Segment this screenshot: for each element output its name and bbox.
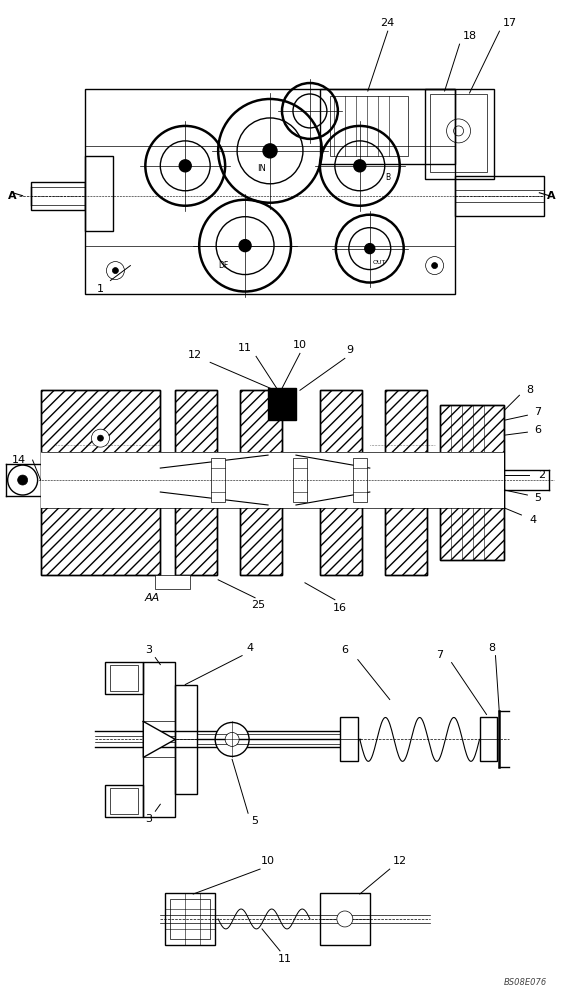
Text: 8: 8 <box>526 385 533 395</box>
Bar <box>111 788 138 814</box>
Bar <box>340 717 358 761</box>
Bar <box>330 96 408 156</box>
Bar <box>320 89 455 164</box>
Bar <box>170 899 210 939</box>
Bar <box>385 390 426 575</box>
Text: 2: 2 <box>538 470 545 480</box>
Circle shape <box>225 732 239 746</box>
Circle shape <box>354 160 366 172</box>
Text: 16: 16 <box>333 603 347 613</box>
Text: OUT: OUT <box>373 260 386 265</box>
Bar <box>111 665 138 691</box>
Text: 4: 4 <box>246 643 254 653</box>
Text: BS08E076: BS08E076 <box>504 978 547 987</box>
Text: 10: 10 <box>293 340 307 350</box>
Bar <box>41 390 160 575</box>
Bar <box>41 452 504 508</box>
Text: 3: 3 <box>145 814 152 824</box>
Bar <box>240 390 282 575</box>
Text: 6: 6 <box>341 645 349 655</box>
Text: 11: 11 <box>238 343 252 353</box>
Text: 17: 17 <box>503 18 517 28</box>
Text: 12: 12 <box>393 856 407 866</box>
Bar <box>175 390 217 575</box>
Text: 24: 24 <box>381 18 395 28</box>
Text: 10: 10 <box>261 856 275 866</box>
Bar <box>430 94 487 172</box>
Circle shape <box>112 268 118 274</box>
Text: 7: 7 <box>436 650 443 660</box>
Circle shape <box>98 435 103 441</box>
Bar <box>105 662 143 694</box>
Bar <box>175 390 217 575</box>
Text: 7: 7 <box>534 407 541 417</box>
Text: 9: 9 <box>346 345 354 355</box>
Bar <box>30 182 86 210</box>
Circle shape <box>337 911 353 927</box>
Circle shape <box>179 160 191 172</box>
Text: 1: 1 <box>97 284 104 294</box>
Bar <box>86 89 455 294</box>
Bar <box>320 390 362 575</box>
Bar <box>41 390 160 575</box>
Circle shape <box>431 263 438 269</box>
Bar <box>320 390 362 575</box>
Bar <box>439 405 504 560</box>
Bar <box>175 685 197 794</box>
Circle shape <box>8 465 38 495</box>
Polygon shape <box>143 721 175 757</box>
Text: 5: 5 <box>534 493 541 503</box>
Text: 18: 18 <box>462 31 477 41</box>
Bar <box>479 717 497 761</box>
Text: 12: 12 <box>188 350 202 360</box>
Text: A: A <box>547 191 556 201</box>
Circle shape <box>263 144 277 158</box>
Circle shape <box>365 244 374 254</box>
Circle shape <box>215 722 249 756</box>
Bar <box>320 893 370 945</box>
Text: IN: IN <box>258 164 266 173</box>
Bar <box>155 575 190 589</box>
Text: DF: DF <box>218 261 228 270</box>
Bar <box>165 893 215 945</box>
Circle shape <box>17 475 28 485</box>
Bar <box>211 458 225 502</box>
Bar <box>240 390 282 575</box>
Text: B: B <box>385 173 390 182</box>
Bar <box>425 89 495 179</box>
Text: 25: 25 <box>251 600 265 610</box>
Circle shape <box>91 429 109 447</box>
Text: 11: 11 <box>278 954 292 964</box>
Text: A: A <box>8 191 17 201</box>
Bar <box>86 156 113 231</box>
Text: 3: 3 <box>145 645 152 655</box>
Bar <box>143 662 175 817</box>
Bar <box>385 390 426 575</box>
Bar <box>268 388 296 420</box>
Text: 5: 5 <box>252 816 258 826</box>
Circle shape <box>239 240 251 252</box>
Text: 14: 14 <box>12 455 26 465</box>
Bar <box>105 785 143 817</box>
Text: 8: 8 <box>488 643 495 653</box>
Bar <box>455 176 544 216</box>
Bar <box>439 405 504 560</box>
Text: 4: 4 <box>530 515 537 525</box>
Text: 6: 6 <box>534 425 541 435</box>
Bar <box>353 458 367 502</box>
Bar <box>30 187 86 205</box>
Text: AA: AA <box>145 593 160 603</box>
Bar <box>293 458 307 502</box>
